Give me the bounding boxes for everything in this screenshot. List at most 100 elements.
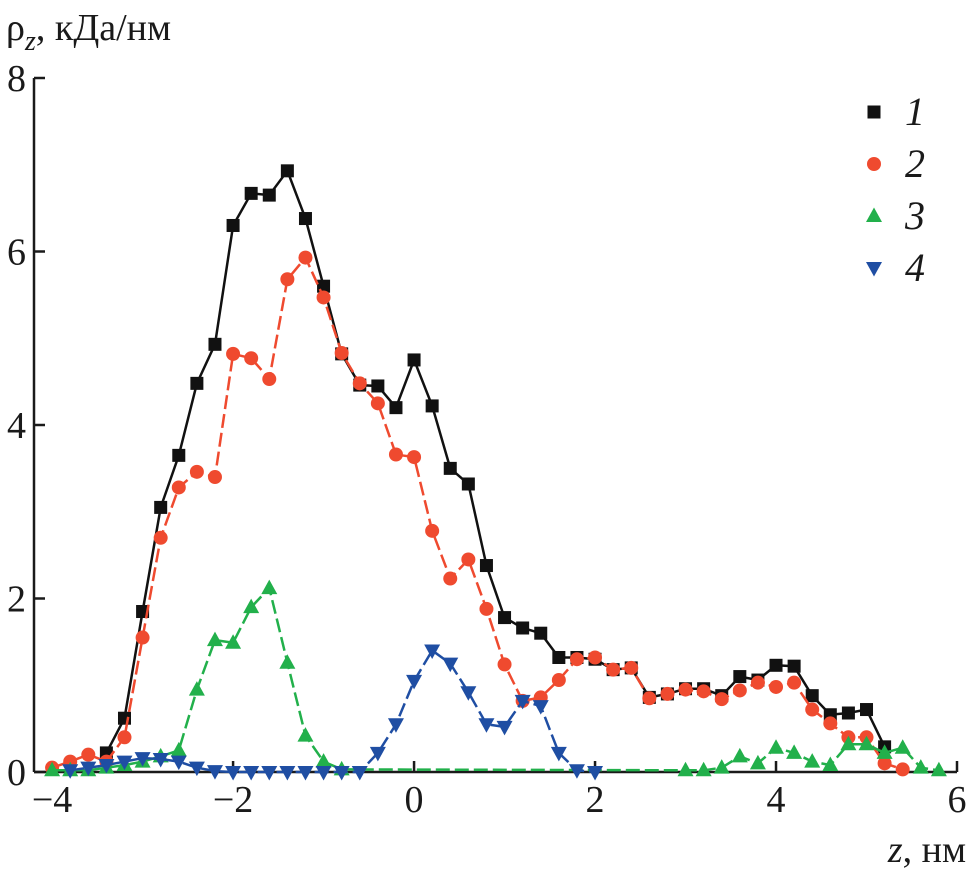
data-point: [912, 759, 929, 774]
data-point: [280, 272, 295, 287]
data-point: [369, 746, 386, 762]
data-point: [769, 658, 783, 672]
data-point: [877, 756, 892, 771]
data-point: [172, 448, 186, 462]
x-tick-label: −2: [213, 779, 253, 821]
data-point: [190, 376, 204, 390]
data-point: [714, 692, 729, 707]
legend: 1 2 3 4: [866, 89, 925, 290]
data-point: [787, 675, 802, 690]
data-point: [389, 401, 403, 415]
data-point: [768, 739, 785, 754]
data-point: [407, 450, 422, 465]
series-4: [62, 644, 604, 781]
data-point: [225, 766, 242, 781]
legend-marker: [866, 207, 882, 222]
data-point: [315, 766, 332, 781]
legend-label: 1: [905, 89, 925, 134]
data-point: [116, 755, 133, 771]
data-point: [496, 720, 513, 736]
data-point: [387, 718, 404, 733]
data-point: [153, 530, 168, 545]
data-point: [134, 752, 151, 767]
data-point: [351, 766, 368, 781]
data-point: [695, 761, 712, 777]
y-tick-label: 6: [7, 232, 26, 274]
data-point: [497, 657, 512, 672]
data-point: [876, 744, 893, 759]
legend-marker: [867, 105, 881, 119]
data-point: [532, 700, 549, 715]
data-point: [243, 766, 260, 781]
data-point: [206, 631, 223, 647]
data-point: [895, 762, 910, 777]
data-point: [696, 684, 711, 699]
legend-item: 1: [867, 89, 925, 134]
data-point: [425, 523, 440, 538]
series-layer: [44, 164, 947, 781]
data-point: [479, 559, 493, 573]
data-point: [170, 755, 187, 771]
data-point: [244, 186, 258, 200]
data-point: [170, 741, 187, 757]
series-1: [99, 164, 892, 760]
x-tick-label: 6: [948, 779, 967, 821]
data-point: [587, 766, 604, 781]
data-point: [588, 650, 603, 665]
series-3: [44, 579, 947, 777]
data-point: [407, 353, 421, 367]
data-point: [316, 290, 331, 305]
data-point: [461, 477, 475, 491]
series-line: [105, 168, 886, 754]
data-point: [804, 753, 821, 768]
data-point: [244, 351, 259, 366]
data-point: [406, 674, 423, 690]
data-point: [858, 735, 875, 751]
data-point: [443, 571, 458, 586]
data-point: [334, 345, 349, 360]
data-point: [80, 761, 97, 777]
data-point: [424, 644, 441, 660]
data-point: [894, 739, 911, 754]
data-point: [44, 761, 61, 777]
data-point: [189, 464, 204, 479]
x-tick-label: −4: [32, 779, 72, 821]
data-point: [371, 379, 385, 393]
data-point: [551, 673, 566, 688]
data-point: [516, 621, 530, 635]
x-axis-title: z, нм: [887, 829, 966, 871]
data-point: [207, 470, 222, 485]
data-point: [805, 689, 819, 703]
data-point: [624, 660, 639, 675]
data-point: [478, 718, 495, 733]
data-point: [135, 630, 150, 645]
y-tick-label: 4: [7, 405, 26, 447]
data-point: [732, 683, 747, 698]
data-point: [769, 679, 784, 694]
x-tick-label: 2: [586, 779, 605, 821]
data-point: [298, 250, 313, 265]
data-point: [261, 579, 278, 595]
data-point: [261, 766, 278, 781]
data-point: [152, 752, 169, 768]
legend-label: 3: [904, 193, 925, 238]
data-point: [460, 686, 477, 701]
data-point: [678, 682, 693, 697]
data-point: [569, 652, 584, 667]
data-point: [823, 716, 838, 731]
data-point: [279, 766, 296, 781]
x-tick-label: 0: [405, 779, 424, 821]
data-point: [352, 376, 367, 391]
y-axis-subscript: z: [24, 26, 36, 57]
legend-marker: [867, 157, 881, 171]
data-point: [333, 766, 350, 781]
data-point: [117, 730, 132, 745]
y-axis-unit: , кДа/нм: [36, 7, 171, 49]
data-point: [208, 337, 222, 351]
data-point: [188, 761, 205, 777]
data-point: [297, 727, 314, 742]
data-point: [841, 706, 855, 720]
data-point: [297, 766, 314, 781]
data-point: [534, 626, 548, 640]
